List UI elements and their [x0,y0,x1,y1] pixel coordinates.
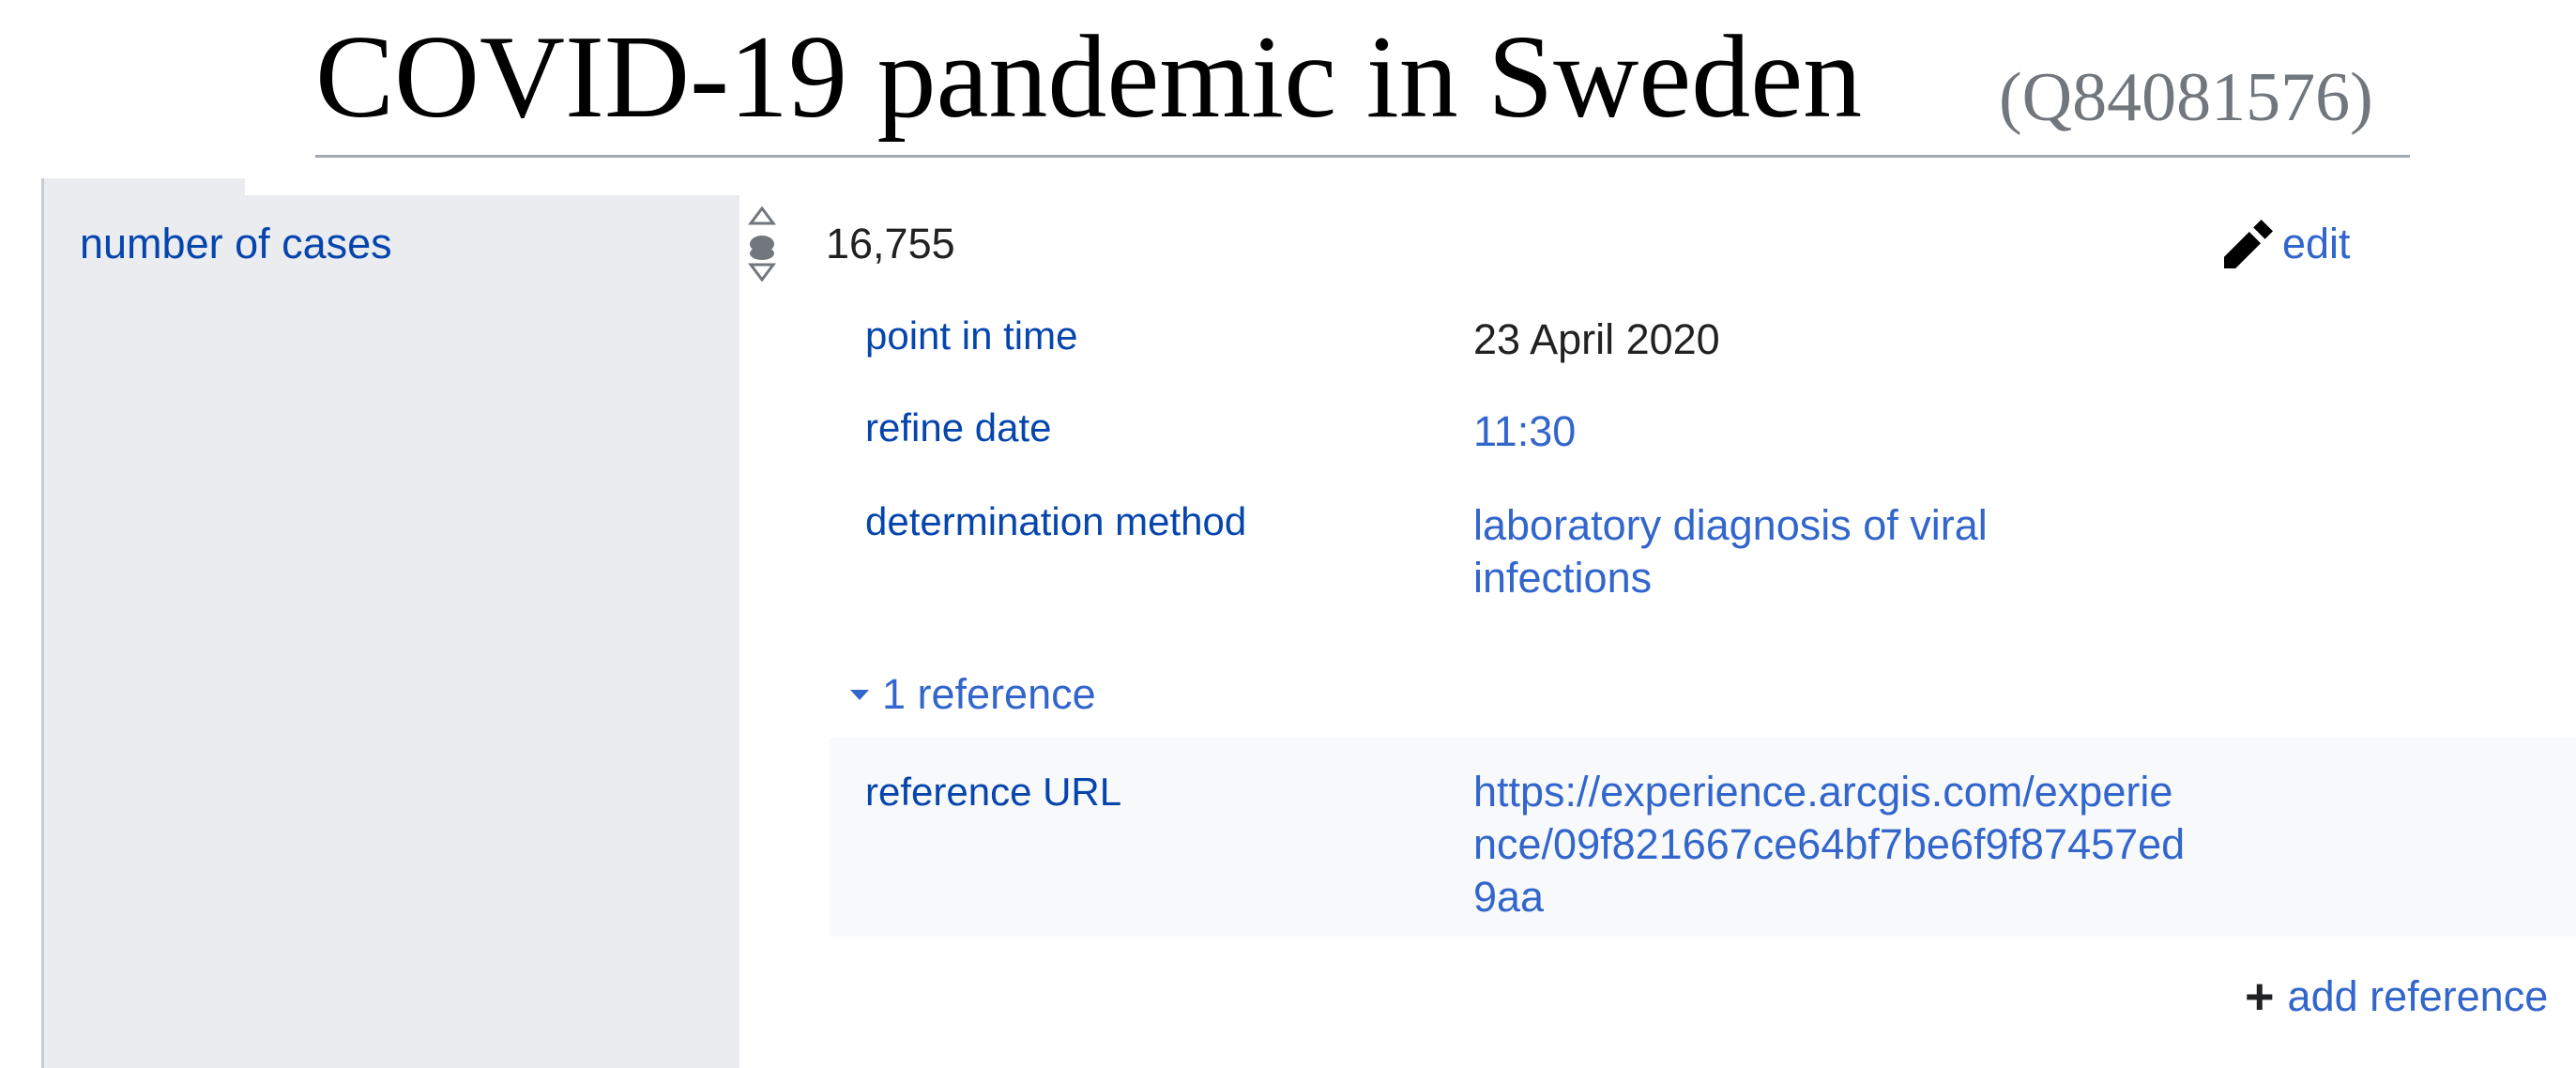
entity-id: (Q84081576) [1999,59,2373,136]
qualifier-value-refine-date[interactable]: 11:30 [1473,407,1577,455]
qualifier-value-determination-method[interactable]: laboratory diagnosis of viral infections [1473,501,1988,602]
qualifier-property-refine-date[interactable]: refine date [865,405,1052,450]
plus-icon: + [2245,969,2275,1025]
reference-block: reference URL https://experience.arcgis.… [830,738,2576,937]
rank-selector-icon[interactable] [745,206,779,282]
statement-group: number of cases 16,755 edit point in tim… [41,176,2576,1068]
pencil-icon [2224,220,2273,268]
qualifier-value-point-in-time: 23 April 2020 [1473,315,1720,363]
qualifier-property-determination-method[interactable]: determination method [865,499,1247,543]
add-reference-label: add reference [2287,972,2549,1020]
main-value: 16,755 [826,220,955,267]
triangle-down-icon [850,690,869,700]
edit-label: edit [2282,220,2351,267]
entity-label: COVID-19 pandemic in Sweden [315,12,1863,143]
edit-button[interactable]: edit [2224,218,2351,270]
qualifier-property-point-in-time[interactable]: point in time [865,313,1078,358]
page-title: COVID-19 pandemic in Sweden (Q84081576) [315,0,2410,158]
reference-value-url[interactable]: https://experience.arcgis.com/experience… [1473,768,2186,921]
references-toggle-label: 1 reference [882,670,1096,718]
property-cell-notch [245,176,752,195]
add-reference-button[interactable]: + add reference [2245,969,2548,1025]
property-cell: number of cases [41,176,752,1068]
property-link-number-of-cases[interactable]: number of cases [80,220,392,267]
reference-property-url[interactable]: reference URL [865,770,1122,814]
references-toggle[interactable]: 1 reference [848,666,1096,723]
